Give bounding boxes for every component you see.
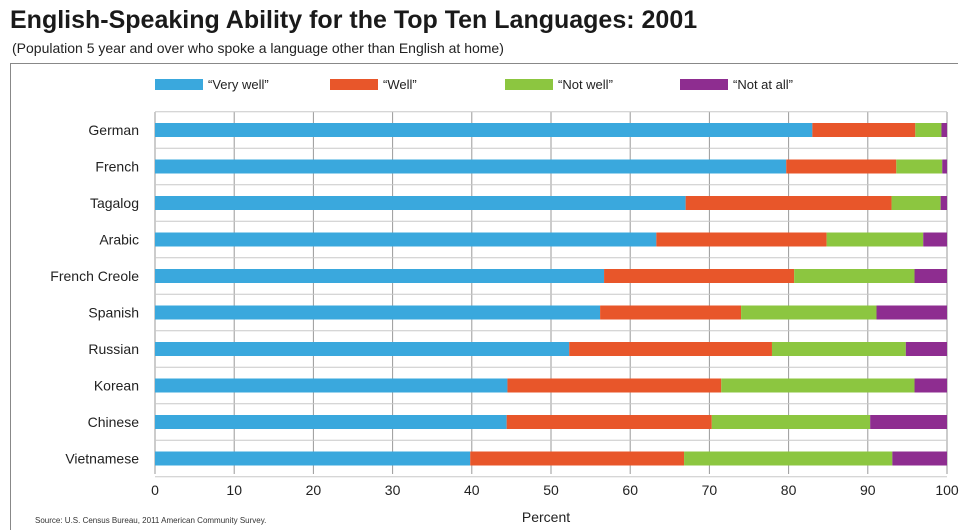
bar-segment [876,305,947,320]
bar-segment [892,451,947,466]
category-label: Russian [88,341,139,357]
x-tick-label: 70 [702,482,718,498]
chart-title: English-Speaking Ability for the Top Ten… [10,6,698,34]
x-tick-label: 80 [781,482,797,498]
bar-segment [656,232,827,247]
bar-segment [721,378,915,393]
chart-subtitle: (Population 5 year and over who spoke a … [12,40,504,56]
x-axis-label: Percent [522,509,570,525]
bar-segment [155,342,570,356]
legend-label: “Not well” [558,77,613,92]
bar-segment [155,415,507,429]
bar-segment [155,159,787,174]
bar-segment [155,196,686,210]
x-tick-label: 0 [151,482,159,498]
category-label: Vietnamese [65,451,139,467]
x-tick-label: 20 [306,482,322,498]
legend-label: “Not at all” [733,77,793,92]
bar-segment [870,415,947,429]
category-label: Korean [94,378,139,394]
bar-segment [155,378,508,393]
bar-segment [941,123,947,137]
x-tick-label: 60 [622,482,638,498]
bar-segment [155,123,813,137]
legend-swatch [155,79,203,90]
bar-segment [914,269,947,283]
chart-frame [10,63,958,530]
bar-segment [942,159,947,174]
bar-segment [786,159,897,174]
category-label: German [88,122,139,138]
x-tick-label: 90 [860,482,876,498]
bar-segment [155,451,471,466]
x-tick-label: 40 [464,482,480,498]
x-tick-label: 100 [935,482,959,498]
bar-segment [914,378,947,393]
bar-segment [569,342,772,356]
x-tick-label: 50 [543,482,559,498]
bar-segment [600,305,742,320]
bar-segment [896,159,943,174]
bar-segment [155,232,657,247]
category-label: French [95,159,139,175]
bar-segment [507,378,722,393]
category-label: Arabic [99,232,139,248]
bar-segment [741,305,877,320]
bar-segment [506,415,712,429]
category-label: Tagalog [90,195,139,211]
bar-segment [604,269,795,283]
category-label: Chinese [88,414,140,430]
bar-segment [771,342,906,356]
legend-swatch [680,79,728,90]
bar-segment [155,269,605,283]
x-tick-label: 10 [226,482,242,498]
legend-label: “Well” [383,77,417,92]
legend-swatch [505,79,553,90]
source-note: Source: U.S. Census Bureau, 2011 America… [35,516,267,525]
bar-segment [684,451,893,466]
bar-segment [905,342,947,356]
bar-segment [940,196,947,210]
category-label: Spanish [88,305,139,321]
bar-segment [923,232,947,247]
bar-segment [685,196,892,210]
bar-segment [826,232,924,247]
bar-segment [794,269,915,283]
legend-swatch [330,79,378,90]
x-tick-label: 30 [385,482,401,498]
bar-segment [470,451,685,466]
bar-segment [915,123,942,137]
category-label: French Creole [50,268,139,284]
bar-segment [711,415,871,429]
bar-segment [812,123,916,137]
bar-segment [891,196,941,210]
bar-segment [155,305,601,320]
legend-label: “Very well” [208,77,269,92]
